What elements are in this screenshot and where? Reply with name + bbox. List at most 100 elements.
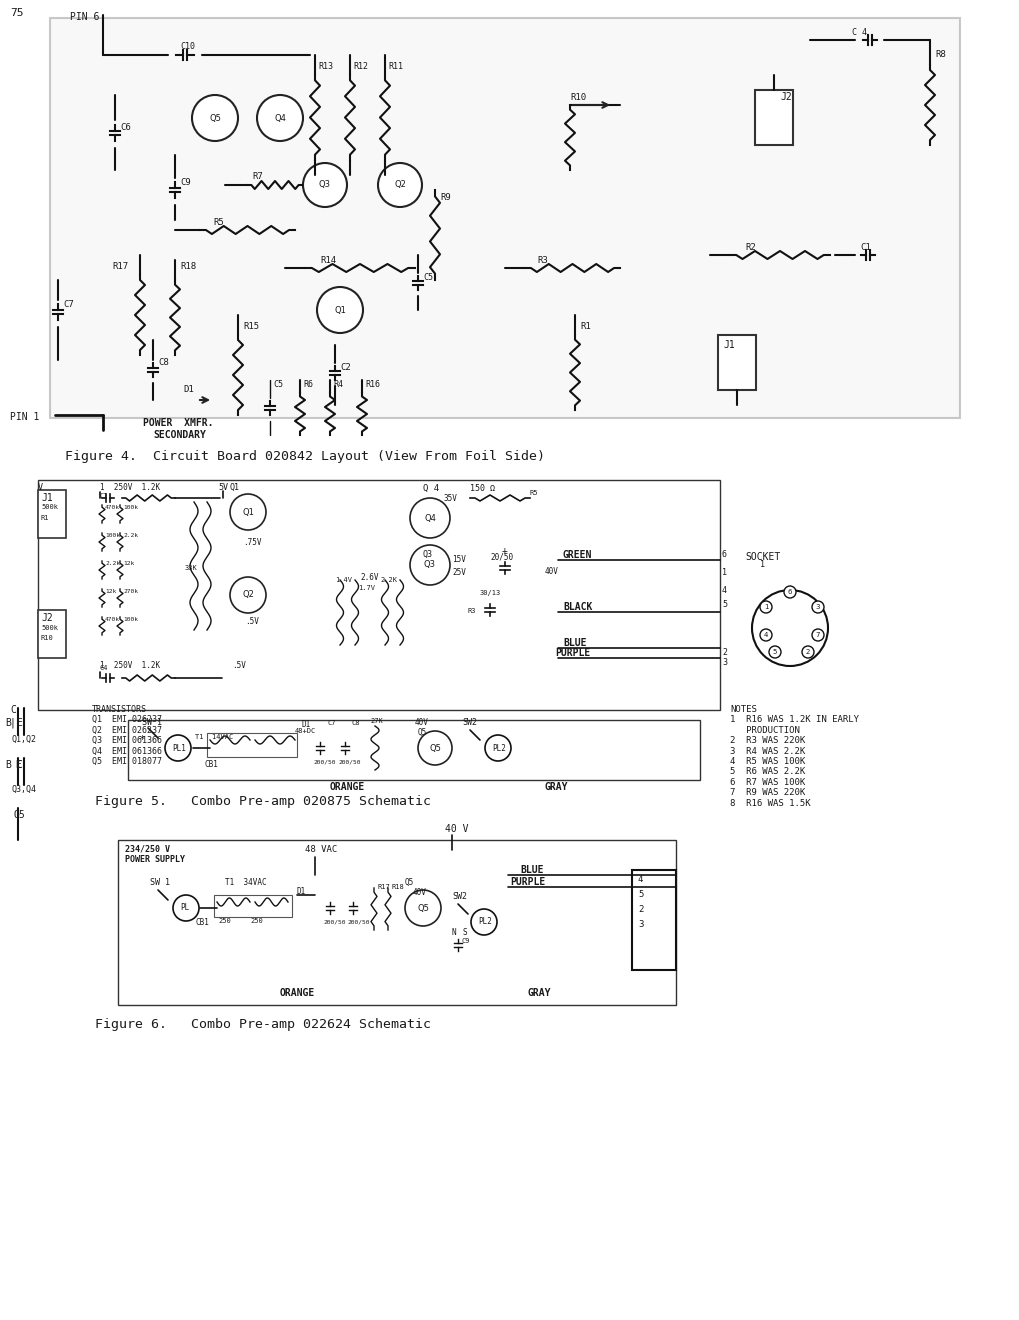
Text: 2: 2 [637, 906, 643, 913]
Text: BLACK: BLACK [562, 602, 592, 612]
Text: SW2: SW2 [462, 718, 477, 727]
Text: Figure 4.  Circuit Board 020842 Layout (View From Foil Side): Figure 4. Circuit Board 020842 Layout (V… [65, 450, 544, 463]
Text: R15: R15 [243, 322, 259, 331]
Text: 40V: 40V [544, 568, 558, 576]
Text: PL1: PL1 [172, 744, 185, 752]
Text: 2: 2 [721, 648, 727, 657]
Text: 5: 5 [772, 649, 776, 655]
Text: SECONDARY: SECONDARY [153, 430, 206, 440]
Text: Q5: Q5 [405, 878, 414, 887]
Text: SW 1: SW 1 [150, 878, 170, 887]
Text: 4: 4 [637, 875, 643, 884]
Text: C5: C5 [423, 273, 433, 282]
Text: Q5: Q5 [209, 114, 221, 123]
Text: C 4: C 4 [851, 28, 866, 37]
Text: ORANGE: ORANGE [280, 987, 315, 998]
Text: 5: 5 [721, 601, 727, 609]
Circle shape [378, 162, 422, 207]
Text: 75: 75 [10, 8, 23, 18]
Text: Q2: Q2 [393, 181, 406, 190]
Text: Q5: Q5 [418, 729, 427, 737]
Text: Figure 5.   Combo Pre-amp 020875 Schematic: Figure 5. Combo Pre-amp 020875 Schematic [95, 795, 431, 808]
Circle shape [484, 735, 511, 762]
Text: 470k: 470k [105, 616, 120, 622]
Text: 5V: 5V [218, 483, 228, 492]
Text: 3: 3 [815, 605, 819, 610]
Text: R18: R18 [179, 261, 196, 271]
Circle shape [768, 645, 781, 657]
Text: S: S [463, 928, 467, 937]
Circle shape [811, 630, 823, 642]
Text: 3: 3 [721, 657, 727, 667]
Text: ORANGE: ORANGE [330, 781, 365, 792]
Text: SW 1: SW 1 [142, 718, 162, 727]
Text: Q1,Q2: Q1,Q2 [12, 735, 37, 744]
Text: Q3: Q3 [319, 181, 331, 190]
Text: C1: C1 [100, 492, 108, 499]
Text: 1.4V: 1.4V [334, 577, 352, 583]
Text: 1.7V: 1.7V [358, 585, 375, 591]
Text: 500k: 500k [41, 504, 58, 510]
Text: 100k: 100k [105, 533, 120, 539]
Text: 1: 1 [721, 568, 727, 577]
Text: Q5: Q5 [14, 810, 25, 820]
Text: PL2: PL2 [491, 744, 505, 752]
Circle shape [165, 735, 191, 762]
Text: C: C [10, 705, 16, 715]
Text: BLUE: BLUE [520, 865, 543, 875]
Text: Q5: Q5 [429, 743, 440, 752]
Text: TRANSISTORS
Q1  EMI 026237
Q2  EMI 026237
Q3  EMI 061366
Q4  EMI 061366
Q5  EMI : TRANSISTORS Q1 EMI 026237 Q2 EMI 026237 … [92, 705, 162, 766]
Text: NOTES
1  R16 WAS 1.2K IN EARLY
   PRODUCTION
2  R3 WAS 220K
3  R4 WAS 2.2K
4  R5: NOTES 1 R16 WAS 1.2K IN EARLY PRODUCTION… [730, 705, 858, 808]
Circle shape [229, 577, 266, 612]
Text: 2: 2 [805, 649, 809, 655]
Text: R17: R17 [378, 884, 390, 890]
Text: 150 Ω: 150 Ω [470, 484, 494, 492]
Text: R11: R11 [387, 62, 403, 71]
Text: .5V: .5V [231, 661, 246, 671]
Text: 6: 6 [787, 589, 792, 595]
Bar [118, 840, 676, 1005]
Circle shape [405, 890, 440, 927]
Text: Figure 6.   Combo Pre-amp 022624 Schematic: Figure 6. Combo Pre-amp 022624 Schematic [95, 1018, 431, 1031]
Text: |: | [10, 718, 16, 729]
Circle shape [257, 95, 303, 141]
Text: 200/50: 200/50 [313, 760, 335, 766]
Circle shape [759, 630, 771, 642]
Text: CB1: CB1 [205, 760, 219, 770]
Circle shape [173, 895, 199, 921]
Text: R2: R2 [744, 243, 755, 252]
Text: R18: R18 [391, 884, 405, 890]
Circle shape [317, 286, 363, 333]
Circle shape [759, 601, 771, 612]
Text: Q1: Q1 [242, 507, 254, 516]
Bar [632, 870, 676, 970]
Text: R10: R10 [570, 92, 586, 102]
Text: 100k: 100k [123, 616, 138, 622]
Text: 40 V: 40 V [444, 824, 468, 834]
Text: 1: 1 [763, 605, 767, 610]
Text: 5: 5 [637, 890, 643, 899]
Text: Q 4: Q 4 [423, 484, 439, 492]
Text: 27K: 27K [370, 718, 382, 723]
Text: 20/50: 20/50 [489, 552, 513, 561]
Text: 200/50: 200/50 [346, 920, 369, 925]
Bar [38, 490, 66, 539]
Bar [214, 895, 291, 917]
Text: 500k: 500k [41, 624, 58, 631]
Text: SW2: SW2 [451, 892, 467, 902]
Bar [38, 610, 66, 657]
Text: 250: 250 [218, 917, 230, 924]
Bar [717, 335, 755, 389]
Bar [127, 719, 699, 780]
Text: R12: R12 [353, 62, 368, 71]
Text: R4: R4 [332, 380, 342, 389]
Text: 12k: 12k [105, 589, 116, 594]
Text: POWER SUPPLY: POWER SUPPLY [125, 855, 184, 865]
Text: D1: D1 [182, 385, 194, 393]
Text: C9: C9 [179, 178, 191, 187]
Text: 2.6V: 2.6V [360, 573, 378, 582]
Text: *: * [138, 735, 145, 744]
Text: R13: R13 [318, 62, 332, 71]
Text: GRAY: GRAY [528, 987, 551, 998]
Circle shape [801, 645, 813, 657]
